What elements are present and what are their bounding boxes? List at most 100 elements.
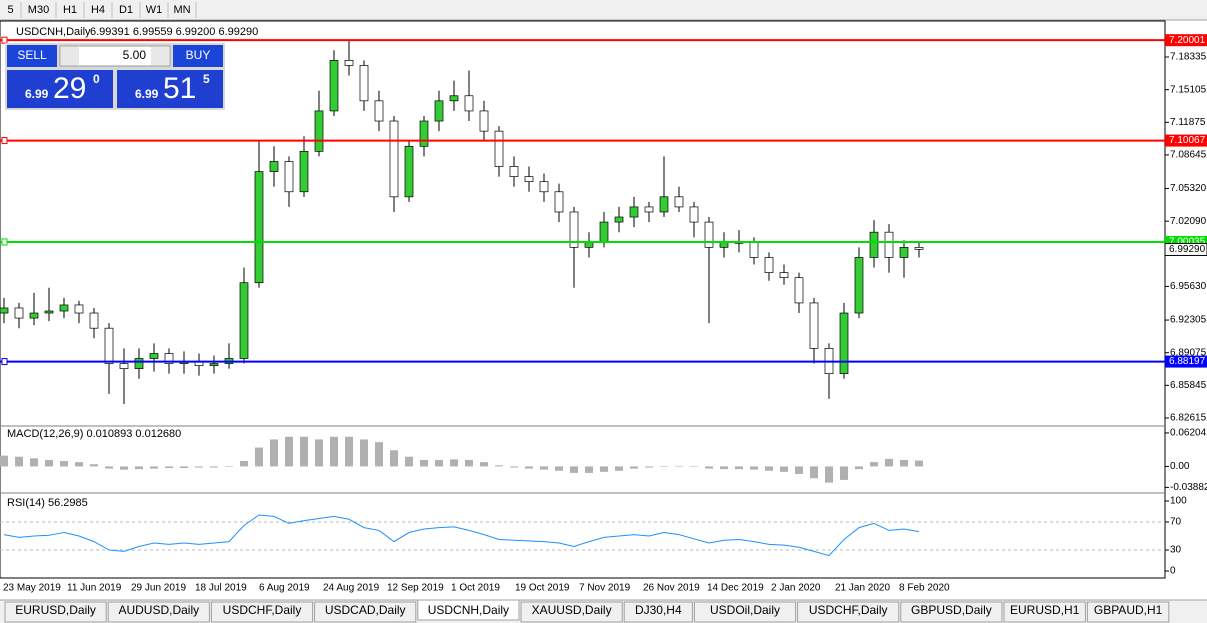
candle-body xyxy=(779,272,789,279)
tab-label[interactable]: DJ30,H4 xyxy=(635,603,682,617)
macd-bar xyxy=(480,462,488,467)
candle-body xyxy=(524,176,534,183)
rsi-label: RSI(14) 56.2985 xyxy=(7,497,88,509)
tab[interactable] xyxy=(623,601,693,623)
macd-bar xyxy=(105,466,113,469)
tab-label[interactable]: USDOil,Daily xyxy=(710,603,780,617)
x-tick-label: 11 Jun 2019 xyxy=(67,583,122,594)
sell-text[interactable]: SELL xyxy=(17,48,47,62)
tab-label[interactable]: XAUUSD,Daily xyxy=(532,603,612,617)
price-big[interactable]: 6.99 xyxy=(25,87,49,101)
tab-label[interactable]: AUDUSD,Daily xyxy=(118,603,199,617)
macd-bar xyxy=(375,442,383,467)
price-frac[interactable]: 5 xyxy=(203,72,210,86)
sell-button[interactable] xyxy=(7,45,57,67)
candle-body xyxy=(269,161,279,172)
tab[interactable] xyxy=(1086,601,1170,623)
macd-bar xyxy=(720,466,728,470)
macd-bar xyxy=(15,456,23,467)
price-big[interactable]: 6.99 xyxy=(135,87,159,101)
candle-body xyxy=(344,60,354,66)
candle-body xyxy=(374,100,384,122)
x-tick-label: 24 Aug 2019 xyxy=(323,583,380,594)
tab-label[interactable]: USDCHF,Daily xyxy=(809,603,888,617)
macd-bar xyxy=(735,466,743,470)
lot-input[interactable] xyxy=(59,45,171,67)
macd-bar xyxy=(345,436,353,467)
tab[interactable] xyxy=(797,601,900,623)
tab-label[interactable]: GBPAUD,H1 xyxy=(1094,603,1163,617)
timeframe-button[interactable]: D1 xyxy=(119,4,133,16)
lot-spinner[interactable] xyxy=(151,47,169,65)
lot-spinner[interactable] xyxy=(61,47,79,65)
y-tick-label: 0 xyxy=(1170,566,1176,577)
x-tick-label: 26 Nov 2019 xyxy=(643,583,700,594)
macd-bar xyxy=(900,459,908,467)
toolbar xyxy=(0,0,1207,20)
tab[interactable] xyxy=(107,601,210,623)
tab-label[interactable]: GBPUSD,Daily xyxy=(911,603,992,617)
tab[interactable] xyxy=(900,601,1003,623)
price-tile[interactable] xyxy=(117,70,223,108)
macd-bar xyxy=(60,461,68,467)
candle-body xyxy=(29,312,39,319)
timeframe-button[interactable]: H1 xyxy=(63,4,77,16)
macd-bar xyxy=(765,466,773,471)
macd-bar xyxy=(855,466,863,470)
x-tick-label: 14 Dec 2019 xyxy=(707,583,764,594)
price-label: 6.99290 xyxy=(1169,244,1206,255)
tab-label[interactable]: EURUSD,Daily xyxy=(15,603,96,617)
y-tick-label: 7.11875 xyxy=(1170,117,1206,128)
tab-label[interactable]: USDCNH,Daily xyxy=(428,603,509,617)
macd-bar xyxy=(450,459,458,467)
macd-bar xyxy=(300,436,308,467)
candle-body xyxy=(89,312,99,329)
macd-bar xyxy=(180,466,188,469)
macd-bar xyxy=(405,456,413,467)
x-tick-label: 21 Jan 2020 xyxy=(835,583,890,594)
tab[interactable] xyxy=(417,599,520,621)
tab[interactable] xyxy=(4,601,107,623)
price-tile[interactable] xyxy=(7,70,113,108)
macd-bar xyxy=(420,459,428,467)
macd-bar xyxy=(630,466,638,469)
tab[interactable] xyxy=(1003,601,1086,623)
macd-bar xyxy=(240,461,248,467)
macd-bar xyxy=(210,466,218,468)
candle-body xyxy=(404,145,414,198)
macd-bar xyxy=(195,466,203,468)
rsi-line xyxy=(3,514,920,557)
timeframe-button[interactable]: W1 xyxy=(146,4,163,16)
symbol: USDCNH,Daily xyxy=(16,26,91,38)
y-tick-label: 70 xyxy=(1170,517,1182,528)
macd-bar xyxy=(150,466,158,469)
price-frac[interactable]: 0 xyxy=(93,72,100,86)
macd-bar xyxy=(840,466,848,480)
price-pips[interactable]: 51 xyxy=(163,72,196,105)
tab-label[interactable]: USDCAD,Daily xyxy=(325,603,406,617)
macd-bar xyxy=(135,466,143,470)
y-tick-label: 0.00 xyxy=(1170,461,1190,472)
macd-bar xyxy=(645,466,653,468)
timeframe-button[interactable]: H4 xyxy=(91,4,105,16)
macd-bar xyxy=(30,458,38,467)
buy-text[interactable]: BUY xyxy=(186,48,211,62)
tab[interactable] xyxy=(314,601,417,623)
timeframe-button[interactable]: 5 xyxy=(7,4,13,16)
tab[interactable] xyxy=(693,601,797,623)
tab[interactable] xyxy=(210,601,314,623)
candle-body xyxy=(869,231,879,258)
buy-button[interactable] xyxy=(173,45,223,67)
lot-value[interactable]: 5.00 xyxy=(123,48,147,62)
tab[interactable] xyxy=(520,601,623,623)
price-pips[interactable]: 29 xyxy=(53,72,86,105)
macd-bar xyxy=(270,439,278,467)
timeframe-button[interactable]: M30 xyxy=(28,4,49,16)
tab-label[interactable]: USDCHF,Daily xyxy=(223,603,302,617)
timeframe-button[interactable]: MN xyxy=(173,4,190,16)
candle-body xyxy=(839,312,849,375)
tab-label[interactable]: EURUSD,H1 xyxy=(1010,603,1080,617)
candle-body xyxy=(389,120,399,198)
candle-body xyxy=(479,110,489,132)
x-tick-label: 2 Jan 2020 xyxy=(771,583,821,594)
